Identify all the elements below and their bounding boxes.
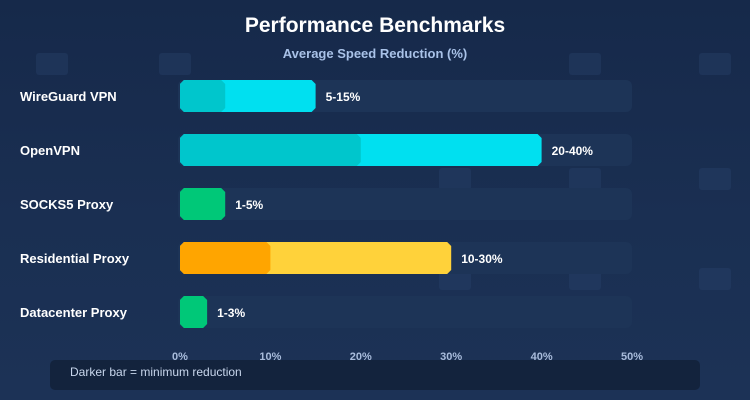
category-label: Datacenter Proxy — [20, 305, 128, 320]
bar-min — [180, 134, 361, 166]
bar-min — [180, 188, 190, 220]
watermark-mark — [569, 53, 601, 75]
value-label: 5-15% — [326, 90, 361, 104]
watermark-mark — [569, 168, 601, 190]
value-label: 1-5% — [235, 198, 263, 212]
bar-min — [180, 242, 271, 274]
bar-track — [178, 296, 632, 328]
chart-title: Performance Benchmarks — [244, 14, 506, 37]
chart-subtitle: Average Speed Reduction (%) — [282, 46, 468, 61]
legend-note: Darker bar = minimum reduction — [70, 365, 242, 379]
value-label: 1-3% — [217, 306, 245, 320]
watermark-mark — [36, 53, 68, 75]
bar-track — [178, 188, 632, 220]
bar-min — [180, 296, 190, 328]
legend-note-box: Darker bar = minimum reduction — [50, 360, 700, 390]
value-label: 20-40% — [552, 144, 594, 158]
watermark-mark — [439, 168, 471, 190]
label-layer: WireGuard VPN 5-15% OpenVPN 20-40% SOCKS5 Pr… — [20, 89, 593, 320]
watermark-mark — [699, 268, 731, 290]
category-label: SOCKS5 Proxy — [20, 197, 114, 212]
watermark-mark — [699, 168, 731, 190]
category-label: WireGuard VPN — [20, 89, 117, 104]
watermark-mark — [699, 53, 731, 75]
bar-min — [180, 80, 226, 112]
category-label: OpenVPN — [20, 143, 80, 158]
bar-max — [180, 188, 226, 220]
watermark-mark — [159, 53, 191, 75]
bar-layer — [180, 80, 542, 328]
category-label: Residential Proxy — [20, 251, 130, 266]
value-label: 10-30% — [461, 252, 503, 266]
